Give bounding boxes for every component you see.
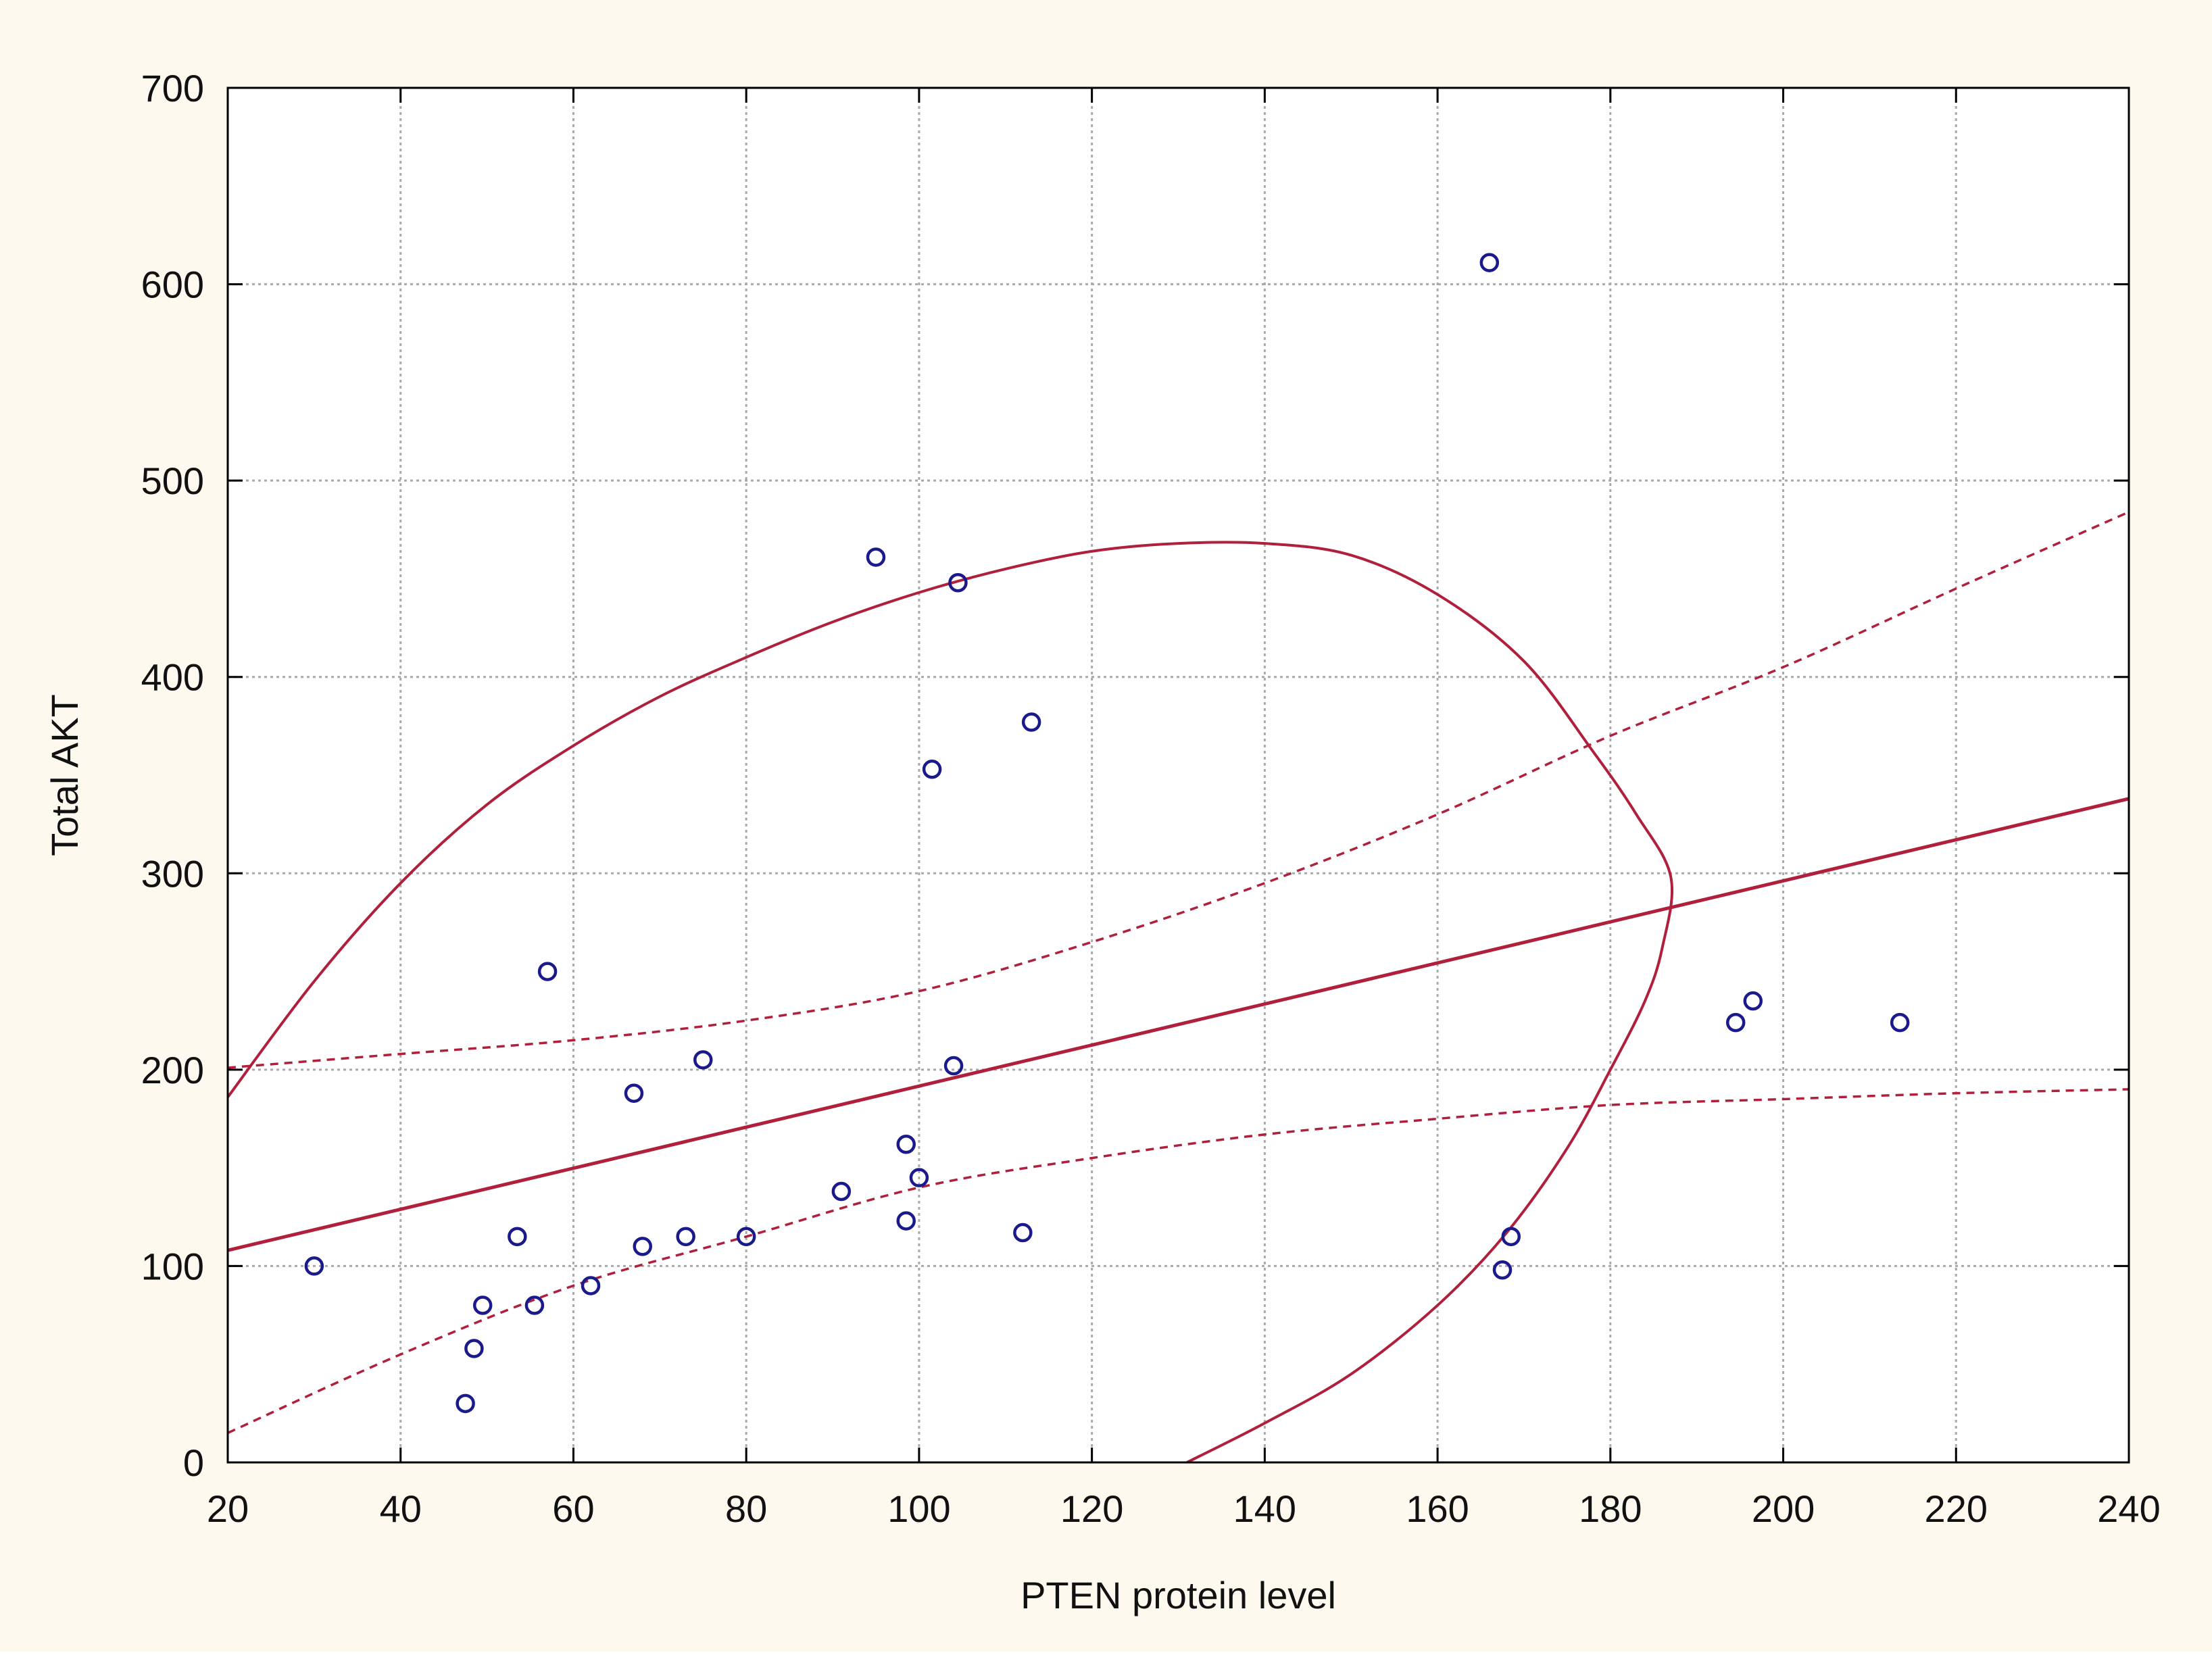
data-point: [524, 1295, 545, 1315]
data-point: [1492, 1260, 1513, 1280]
data-point: [1479, 253, 1500, 272]
data-point: [693, 1050, 713, 1070]
plot-area-background: [228, 88, 2129, 1462]
x-tick-label: 100: [887, 1487, 950, 1530]
data-point: [866, 547, 886, 567]
data-point: [896, 1135, 916, 1154]
x-axis-label: PTEN protein level: [1021, 1574, 1336, 1616]
regression-line: [228, 797, 2129, 1252]
data-point: [1890, 1012, 1910, 1033]
axis-ticks: 20 40 60 80 100 120 140 160 180 200 220 240 0 100 200 3…: [141, 67, 2161, 1530]
y-tick-label: 500: [141, 460, 204, 502]
x-tick-label: 160: [1406, 1487, 1469, 1530]
confidence-band-upper: [228, 511, 2129, 1069]
x-tick-label: 140: [1233, 1487, 1296, 1530]
data-point: [1743, 991, 1763, 1011]
y-tick-label: 700: [141, 67, 204, 109]
data-point: [909, 1168, 929, 1187]
data-point: [633, 1237, 652, 1256]
y-axis-label: Total AKT: [43, 694, 86, 856]
data-point: [922, 760, 942, 779]
data-point: [1013, 1222, 1033, 1243]
data-point: [1725, 1012, 1746, 1033]
data-point: [896, 1211, 916, 1231]
y-tick-label: 600: [141, 264, 204, 306]
data-point: [472, 1295, 493, 1315]
y-tick-label: 0: [183, 1441, 204, 1484]
plot-area-border: [226, 87, 2130, 1464]
y-tick-label: 200: [141, 1049, 204, 1091]
data-point: [456, 1393, 475, 1414]
data-point: [831, 1181, 852, 1202]
data-point: [948, 572, 968, 593]
grid-lines: [228, 88, 2129, 1462]
data-point: [676, 1227, 695, 1247]
fit-curves: [228, 511, 2129, 1462]
data-point: [736, 1227, 756, 1247]
data-point: [464, 1339, 484, 1358]
y-tick-label: 400: [141, 656, 204, 699]
data-points: [304, 253, 1910, 1414]
x-tick-label: 120: [1060, 1487, 1123, 1530]
data-point: [537, 962, 558, 981]
data-point: [508, 1227, 527, 1247]
x-tick-label: 200: [1752, 1487, 1815, 1530]
y-tick-label: 300: [141, 852, 204, 895]
x-tick-label: 80: [725, 1487, 767, 1530]
x-tick-label: 240: [2097, 1487, 2160, 1530]
confidence-ellipse: [228, 541, 1674, 1462]
data-point: [624, 1083, 644, 1103]
data-point: [304, 1256, 324, 1276]
x-tick-label: 180: [1579, 1487, 1642, 1530]
data-point: [581, 1276, 601, 1295]
data-point: [1501, 1227, 1521, 1247]
confidence-band-lower: [228, 1088, 2129, 1435]
y-tick-label: 100: [141, 1245, 204, 1287]
x-tick-label: 60: [552, 1487, 594, 1530]
data-point: [1021, 712, 1041, 732]
x-tick-label: 220: [1925, 1487, 1988, 1530]
x-tick-label: 40: [380, 1487, 422, 1530]
data-point: [943, 1056, 964, 1076]
x-tick-label: 20: [207, 1487, 249, 1530]
